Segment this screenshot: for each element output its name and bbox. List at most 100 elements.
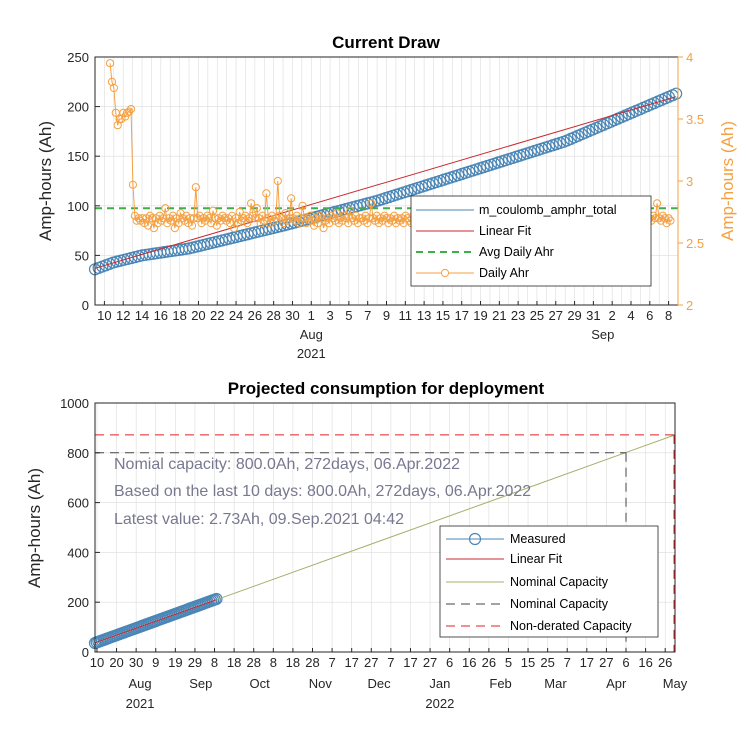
linear-fit-line <box>94 599 217 644</box>
daily-ahr-point <box>145 211 155 220</box>
y-right-tick-label: 4 <box>686 50 693 65</box>
daily-ahr-point <box>664 214 673 223</box>
x-month-label: Dec <box>368 676 392 691</box>
daily-ahr-point <box>651 214 660 223</box>
x-tick-label: 4 <box>627 308 634 323</box>
daily-ahr-point <box>315 211 324 220</box>
daily-ahr-point <box>126 104 136 114</box>
x-tick-label: 31 <box>586 308 600 323</box>
x-tick-label: 20 <box>109 655 123 670</box>
x-tick-label: 28 <box>266 308 280 323</box>
projected-consumption-chart: 10 20 30 9 19 29 8 18 28 8 18 28 7 17 27 7 17 27 6 16 26 5 15 2… <box>25 379 688 711</box>
annotations: Nomial capacity: 800.0Ah, 272days, 06.Ap… <box>114 456 531 528</box>
legend-label: Avg Daily Ahr <box>479 245 554 259</box>
daily-ahr-point <box>138 214 147 223</box>
daily-ahr-point <box>203 211 212 220</box>
daily-ahr-point <box>125 107 134 116</box>
x-month-label: Feb <box>489 676 511 691</box>
daily-ahr-point <box>132 216 141 225</box>
daily-ahr-point <box>365 214 374 223</box>
x-tick-label: 25 <box>540 655 554 670</box>
y-tick-label: 600 <box>67 496 89 511</box>
daily-ahr-point <box>346 206 355 215</box>
x-tick-label: 8 <box>665 308 672 323</box>
x-tick-label: 22 <box>210 308 224 323</box>
daily-ahr-point <box>235 207 244 217</box>
daily-ahr-point <box>367 199 376 208</box>
x-tick-label: 27 <box>549 308 563 323</box>
x-month-label: Mar <box>544 676 567 691</box>
x-tick-label: 7 <box>387 655 394 670</box>
y-tick-label: 1000 <box>60 396 89 411</box>
x-tick-label: 29 <box>567 308 581 323</box>
daily-ahr-point <box>252 204 261 213</box>
x-tick-label: 16 <box>638 655 652 670</box>
daily-ahr-point <box>113 121 122 130</box>
legend-label: Measured <box>510 532 566 546</box>
daily-ahr-point <box>144 221 153 230</box>
y-tick-label: 0 <box>82 645 89 660</box>
y-tick-label: 200 <box>67 100 89 115</box>
annotation-last-10-days: Based on the last 10 days: 800.0Ah, 272d… <box>114 483 531 500</box>
daily-ahr-point <box>187 221 197 230</box>
x-tick-label: 18 <box>286 655 300 670</box>
daily-ahr-point <box>298 201 307 210</box>
legend-label: Daily Ahr <box>479 266 529 280</box>
daily-ahr-point <box>342 214 351 223</box>
legend-label: Linear Fit <box>510 552 563 566</box>
x-tick-label: 11 <box>399 308 413 323</box>
legend: Measured Linear Fit Nominal Capacity Nom… <box>439 525 659 638</box>
y-tick-label: 100 <box>67 199 89 214</box>
x-year-label: 2021 <box>297 346 326 361</box>
x-tick-label: 21 <box>492 308 506 323</box>
x-tick-label: 12 <box>116 308 130 323</box>
nominal-capacity-line <box>216 434 676 601</box>
x-tick-label: 6 <box>622 655 629 670</box>
x-tick-label: 29 <box>188 655 202 670</box>
y-axis-label-right: Amp-hours (Ah) <box>718 121 737 241</box>
x-tick-label: 9 <box>383 308 390 323</box>
y-axis-label: Amp-hours (Ah) <box>25 468 44 588</box>
x-tick-label: 30 <box>129 655 143 670</box>
daily-ahr-point <box>306 211 315 220</box>
measured-point <box>210 592 223 606</box>
daily-ahr-point <box>363 219 372 228</box>
x-tick-label: 28 <box>305 655 319 670</box>
x-tick-label: 6 <box>646 308 653 323</box>
daily-ahr-point <box>380 211 389 220</box>
legend-label: m_coulomb_amphr_total <box>479 203 617 217</box>
x-month-label: Aug <box>128 676 151 691</box>
x-tick-label: 30 <box>285 308 299 323</box>
x-tick-label: 2 <box>609 308 616 323</box>
y-tick-label: 400 <box>67 545 89 560</box>
x-tick-label: 18 <box>227 655 241 670</box>
y-right-tick-label: 2 <box>686 298 693 313</box>
x-tick-label: 26 <box>248 308 262 323</box>
daily-ahr-point <box>147 214 157 223</box>
daily-ahr-point <box>300 214 309 223</box>
daily-ahr-point <box>191 183 200 192</box>
x-tick-label: 17 <box>403 655 417 670</box>
legend-label: Nominal Capacity <box>510 575 609 589</box>
x-tick-label: 5 <box>345 308 352 323</box>
daily-ahr-point <box>660 214 669 223</box>
x-tick-label: 6 <box>446 655 453 670</box>
x-tick-label: 16 <box>154 308 168 323</box>
x-month-label: Sep <box>591 327 614 342</box>
x-tick-label: 8 <box>211 655 218 670</box>
x-tick-label: 16 <box>462 655 476 670</box>
legend-glyph-daily-marker <box>440 268 450 278</box>
daily-ahr-point <box>258 211 267 220</box>
daily-ahr-point <box>109 83 118 93</box>
x-year-label: 2021 <box>126 696 155 711</box>
daily-ahr-point <box>247 199 256 208</box>
current-draw-chart: 10 12 14 16 18 20 22 24 26 28 30 1 3 5 7 9 11 13 15 17 19 21 2… <box>36 33 737 361</box>
x-tick-label: 17 <box>454 308 468 323</box>
daily-ahr-point <box>157 216 166 225</box>
daily-ahr-point <box>302 219 311 228</box>
daily-ahr-point <box>658 211 667 220</box>
x-tick-label: 15 <box>436 308 450 323</box>
daily-ahr-point <box>243 219 252 228</box>
y-tick-label: 150 <box>67 149 89 164</box>
